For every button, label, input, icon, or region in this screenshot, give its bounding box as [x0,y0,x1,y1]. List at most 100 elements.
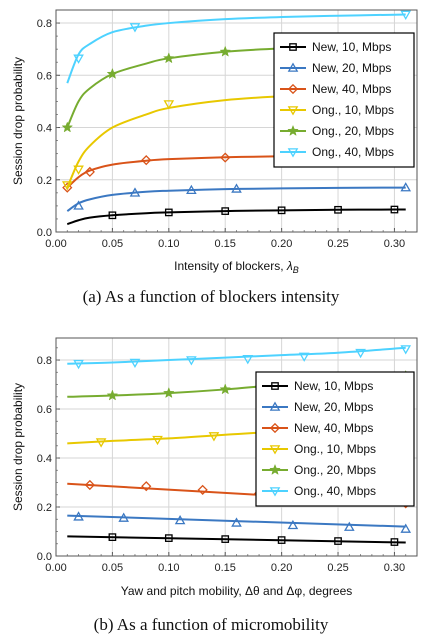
series-line [67,535,406,544]
y-tick-label: 0.4 [37,123,52,135]
series-marker [277,536,286,544]
legend-entry: New, 40, Mbps [312,82,391,96]
series-marker [221,207,230,215]
series-marker [400,182,412,192]
legend-swatch-marker [269,422,281,434]
plot-frame [55,9,418,233]
x-tick-label: 0.00 [45,238,66,250]
y-tick-label: 0.8 [37,355,52,367]
legend-entry: Ong., 40, Mbps [312,145,394,159]
series-marker [73,54,84,64]
panel-a: 0.00 0.05 0.10 0.15 0.20 0.25 0.30 0.0 0.2 0.4 0.6… [11,9,418,306]
series-marker [118,512,130,522]
legend-swatch-marker [271,382,279,390]
series-marker [106,67,119,79]
x-tick-label: 0.15 [215,238,236,250]
series-marker [163,100,175,110]
x-tick-label: 0.10 [158,562,179,574]
series-marker [129,358,141,369]
x-axis-label-text: Intensity of blockers, [174,259,287,273]
legend-swatch-marker [269,401,281,411]
series-marker [129,23,141,33]
series-marker [141,155,152,166]
x-tick-label: 0.30 [384,562,405,574]
series-marker [73,359,84,370]
series-marker [242,355,254,365]
series-marker [73,165,84,175]
series-line [66,208,406,226]
legend-entry: Ong., 10, Mbps [312,103,394,117]
series-marker [400,345,412,355]
legend-entry: New, 20, Mbps [294,400,373,414]
x-axis-label-text: Yaw and pitch mobility, Δθ and Δφ, degre… [121,584,353,598]
legend-swatch-marker [287,106,299,116]
x-axis-label-symbol: λ [286,259,293,273]
legend-box [255,371,415,507]
legend-swatch-marker [287,83,299,95]
series-marker [141,481,152,492]
x-axis-label: Intensity of blockers, λB [174,259,299,275]
y-tick-label: 0.2 [37,175,52,187]
x-tick-label: 0.25 [327,238,348,250]
series-marker [106,389,119,401]
y-tick-label: 0.2 [37,502,52,514]
series-marker [73,511,84,521]
series-marker [62,182,73,193]
series-marker [355,348,366,359]
x-tick-label: 0.15 [215,562,236,574]
series-marker [220,152,231,163]
legend-swatch-marker [269,463,281,475]
series-line [66,186,406,212]
series-marker [208,432,220,442]
figure-caption: (b) As a function of micromobility [94,615,329,634]
x-tick-label: 0.05 [102,238,123,250]
x-axis-label: Yaw and pitch mobility, Δθ and Δφ, degre… [121,584,353,598]
series-marker [221,535,230,543]
legend-swatch-marker [289,43,297,51]
y-tick-label: 0.4 [37,453,52,465]
series-marker [84,166,95,178]
y-axis-label: Session drop probability [11,383,25,511]
series-marker [400,10,412,20]
series-marker [277,206,286,215]
legend-box [273,32,415,168]
x-tick-label: 0.05 [102,562,123,574]
series-marker [186,184,197,195]
series-marker [334,205,342,214]
legend-entry: Ong., 10, Mbps [294,442,376,456]
series-marker [163,387,175,399]
legend-entry: New, 10, Mbps [312,40,391,54]
legend-swatch-marker [287,148,299,158]
series-marker [390,205,399,214]
legend-swatch-marker [287,62,299,72]
series-line [67,346,406,365]
series-marker [287,519,299,530]
y-tick-label: 0.6 [37,404,52,416]
series-marker [164,534,173,542]
plot-frame [55,337,418,557]
series-marker [334,537,342,545]
series-marker [73,200,84,210]
y-tick-label: 0.0 [37,551,52,563]
series-marker [108,211,117,220]
series-marker [186,356,197,366]
x-tick-label: 0.00 [45,562,66,574]
series-marker [108,533,117,541]
x-tick-label: 0.10 [158,238,179,250]
legend-entry: New, 20, Mbps [312,61,391,75]
series-marker [197,484,208,495]
legend-entry: Ong., 40, Mbps [294,484,376,498]
figure-caption: (a) As a function of blockers intensity [83,287,340,306]
y-tick-label: 0.8 [37,18,52,30]
series-marker [164,208,173,217]
series-marker [61,121,74,133]
x-tick-label: 0.20 [271,238,292,250]
panel-b: 0.00 0.05 0.10 0.15 0.20 0.25 0.30 0.0 0.2 0.4 0.6… [11,337,418,634]
legend-swatch-marker [269,487,281,497]
y-axis-label: Session drop probability [11,57,25,185]
series-marker [219,383,232,395]
legend-entry: New, 10, Mbps [294,379,373,393]
series-marker [95,438,107,448]
y-tick-label: 0.6 [37,70,52,82]
series-line [67,514,406,528]
